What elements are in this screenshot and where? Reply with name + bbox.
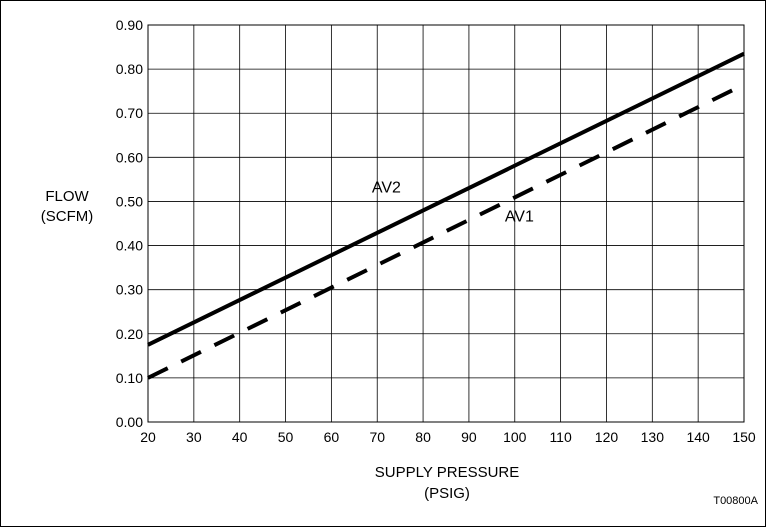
x-tick-label: 50 bbox=[278, 429, 294, 445]
x-axis-label-line-1: SUPPLY PRESSURE bbox=[375, 464, 520, 481]
series-lines bbox=[147, 51, 745, 380]
series-line-av2 bbox=[147, 51, 745, 347]
series-annotations: AV2 AV1 bbox=[372, 180, 534, 226]
x-tick-label: 120 bbox=[595, 429, 619, 445]
annotation-av1: AV1 bbox=[505, 208, 534, 225]
y-tick-label: 0.00 bbox=[116, 414, 143, 430]
y-tick-label: 0.50 bbox=[116, 193, 143, 209]
y-tick-label: 0.90 bbox=[116, 17, 143, 33]
y-tick-label: 0.30 bbox=[116, 282, 143, 298]
x-axis-label-line-2: (PSIG) bbox=[424, 485, 470, 502]
y-tick-label: 0.10 bbox=[116, 370, 143, 386]
y-tick-label: 0.70 bbox=[116, 105, 143, 121]
x-tick-label: 100 bbox=[503, 429, 527, 445]
x-tick-label: 140 bbox=[686, 429, 710, 445]
y-tick-label: 0.60 bbox=[116, 149, 143, 165]
y-tick-label: 0.20 bbox=[116, 326, 143, 342]
x-tick-label: 20 bbox=[140, 429, 156, 445]
x-tick-label: 60 bbox=[324, 429, 340, 445]
grid bbox=[147, 24, 745, 423]
x-tick-label: 30 bbox=[186, 429, 202, 445]
tick-labels: 20 30 40 50 60 70 80 90 100 110 120 130 140 150 0.00 0.… bbox=[116, 17, 756, 445]
x-tick-label: 130 bbox=[641, 429, 665, 445]
x-tick-label: 70 bbox=[369, 429, 385, 445]
plot-border bbox=[147, 24, 745, 423]
y-axis-label-line-2: (SCFM) bbox=[41, 208, 94, 225]
figure-id: T00800A bbox=[713, 495, 758, 507]
y-tick-label: 0.80 bbox=[116, 61, 143, 77]
x-tick-label: 110 bbox=[549, 429, 572, 445]
annotation-av2: AV2 bbox=[372, 180, 401, 197]
y-tick-label: 0.40 bbox=[116, 238, 143, 254]
x-tick-label: 80 bbox=[415, 429, 431, 445]
y-axis-label-line-1: FLOW bbox=[45, 188, 89, 205]
x-tick-label: 40 bbox=[232, 429, 248, 445]
x-tick-label: 90 bbox=[461, 429, 477, 445]
x-tick-label: 150 bbox=[732, 429, 756, 445]
